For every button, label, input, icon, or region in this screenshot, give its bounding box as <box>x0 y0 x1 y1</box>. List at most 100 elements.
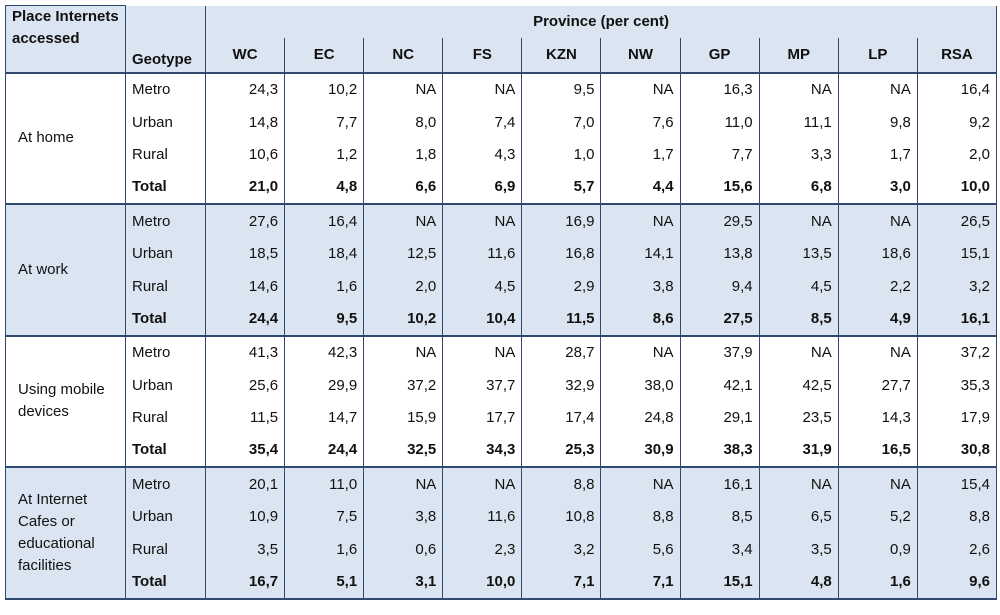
value-cell: 8,5 <box>758 302 839 337</box>
geotype: Total <box>125 170 206 206</box>
value-cell: 38,3 <box>679 433 760 469</box>
column-header: NW <box>600 37 681 74</box>
column-header: FS <box>442 37 523 74</box>
value-cell: 16,3 <box>679 72 760 106</box>
value-cell: 8,8 <box>521 467 602 501</box>
geotype: Rural <box>125 269 206 303</box>
value-cell: 15,6 <box>679 170 760 206</box>
value-cell: 37,7 <box>442 369 523 402</box>
value-cell: 3,1 <box>363 565 444 600</box>
value-cell: 17,9 <box>916 401 998 434</box>
column-header: MP <box>758 37 839 74</box>
group-label: At home <box>5 72 126 206</box>
value-cell: 37,2 <box>916 335 998 370</box>
value-cell: 11,1 <box>758 105 839 139</box>
value-cell: 0,6 <box>363 532 444 566</box>
value-cell: NA <box>600 467 681 501</box>
value-cell: 18,6 <box>837 237 918 270</box>
geotype: Urban <box>125 500 206 533</box>
value-cell: 3,5 <box>204 532 286 566</box>
value-cell: 4,8 <box>284 170 365 206</box>
value-cell: 24,3 <box>204 72 286 106</box>
table-row: Total 24,4 9,5 10,2 10,4 11,5 8,6 27,5 8,5 4,9 16,… <box>6 302 998 337</box>
value-cell: 7,7 <box>284 105 365 139</box>
province-header: Province (per cent) <box>205 5 997 38</box>
column-header: WC <box>204 37 286 74</box>
value-cell: 14,3 <box>837 401 918 434</box>
value-cell: 38,0 <box>600 369 681 402</box>
geotype: Urban <box>125 369 206 402</box>
value-cell: 9,6 <box>916 565 998 600</box>
geotype: Urban <box>125 105 206 139</box>
value-cell: NA <box>600 335 681 370</box>
value-cell: 11,5 <box>521 302 602 337</box>
geotype: Metro <box>125 467 206 501</box>
value-cell: 2,3 <box>442 532 523 566</box>
value-cell: 9,4 <box>679 269 760 303</box>
value-cell: 8,0 <box>363 105 444 139</box>
value-cell: NA <box>758 467 839 501</box>
geotype: Total <box>125 302 206 337</box>
value-cell: 26,5 <box>916 204 998 238</box>
value-cell: 7,6 <box>600 105 681 139</box>
value-cell: 27,5 <box>679 302 760 337</box>
value-cell: NA <box>758 72 839 106</box>
geotype: Urban <box>125 237 206 270</box>
value-cell: 6,9 <box>442 170 523 206</box>
column-header: LP <box>837 37 918 74</box>
group-label: At Internet Cafes or educational facilit… <box>5 467 126 600</box>
value-cell: 9,5 <box>521 72 602 106</box>
value-cell: 14,1 <box>600 237 681 270</box>
table-row: Rural 3,5 1,6 0,6 2,3 3,2 5,6 3,4 3,5 0,9 2,6 <box>6 532 998 566</box>
value-cell: 27,6 <box>204 204 286 238</box>
table-row: Urban 18,5 18,4 12,5 11,6 16,8 14,1 13,8 13,5 18,… <box>6 237 998 270</box>
geotype: Total <box>125 565 206 600</box>
value-cell: 3,4 <box>679 532 760 566</box>
value-cell: 35,4 <box>204 433 286 469</box>
value-cell: 25,6 <box>204 369 286 402</box>
column-header-row: WC EC NC FS KZN NW GP MP LP RSA <box>6 37 998 74</box>
value-cell: NA <box>758 335 839 370</box>
table-row: Rural 11,5 14,7 15,9 17,7 17,4 24,8 29,1 23,5 14,… <box>6 401 998 434</box>
value-cell: 18,5 <box>204 237 286 270</box>
header-row: Place Internets accessed Geotype Provinc… <box>5 5 997 74</box>
geotype-header: Geotype <box>125 5 206 74</box>
value-cell: 4,9 <box>837 302 918 337</box>
value-cell: 27,7 <box>837 369 918 402</box>
value-cell: 42,5 <box>758 369 839 402</box>
value-cell: 21,0 <box>204 170 286 206</box>
value-cell: 14,8 <box>204 105 286 139</box>
value-cell: 8,8 <box>600 500 681 533</box>
value-cell: 9,2 <box>916 105 998 139</box>
value-cell: 6,5 <box>758 500 839 533</box>
value-cell: NA <box>837 467 918 501</box>
value-cell: 8,5 <box>679 500 760 533</box>
geotype: Rural <box>125 532 206 566</box>
value-cell: 1,7 <box>837 138 918 171</box>
column-header: EC <box>284 37 365 74</box>
value-cell: 5,2 <box>837 500 918 533</box>
value-cell: 42,3 <box>284 335 365 370</box>
table-body: At home Metro 24,3 10,2 NA NA 9,5 NA 16,3 NA NA 16,… <box>5 72 998 600</box>
value-cell: 3,3 <box>758 138 839 171</box>
value-cell: NA <box>363 467 444 501</box>
value-cell: NA <box>600 72 681 106</box>
value-cell: 10,0 <box>916 170 998 206</box>
value-cell: 5,1 <box>284 565 365 600</box>
value-cell: 2,0 <box>363 269 444 303</box>
value-cell: 10,0 <box>442 565 523 600</box>
value-cell: NA <box>837 335 918 370</box>
value-cell: 4,5 <box>758 269 839 303</box>
value-cell: 3,5 <box>758 532 839 566</box>
value-cell: 34,3 <box>442 433 523 469</box>
value-cell: 4,5 <box>442 269 523 303</box>
value-cell: 1,8 <box>363 138 444 171</box>
table-row: At work Metro 27,6 16,4 NA NA 16,9 NA 29,5 NA NA 26… <box>5 204 998 337</box>
value-cell: 3,2 <box>916 269 998 303</box>
value-cell: 10,8 <box>521 500 602 533</box>
value-cell: 3,8 <box>600 269 681 303</box>
value-cell: 4,4 <box>600 170 681 206</box>
value-cell: 1,6 <box>284 532 365 566</box>
value-cell: 7,5 <box>284 500 365 533</box>
